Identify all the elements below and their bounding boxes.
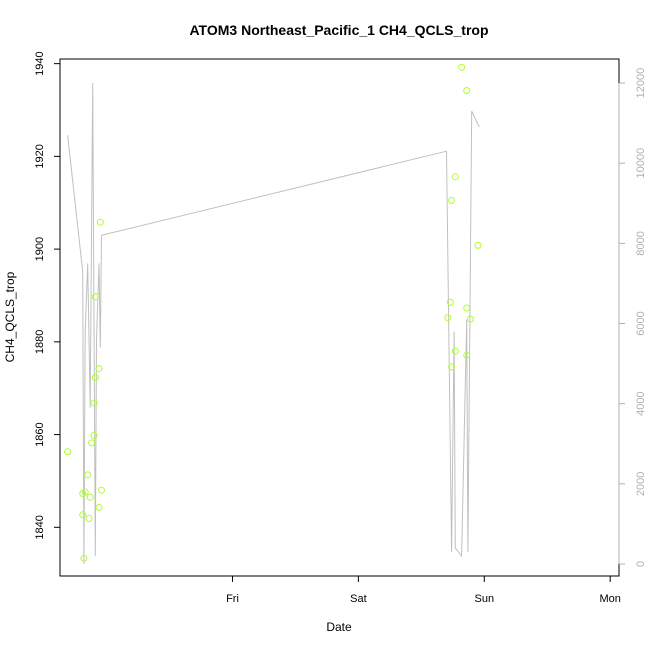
data-point-6 — [85, 515, 93, 522]
right-tick-label: 12000 — [635, 68, 647, 99]
data-point-5 — [84, 471, 92, 479]
right-tick-label: 2000 — [635, 472, 647, 496]
data-point-27 — [466, 315, 474, 323]
data-point-14 — [95, 503, 103, 511]
data-point-25 — [463, 304, 471, 312]
data-point-7 — [86, 493, 94, 501]
data-point-9 — [90, 432, 98, 439]
x-tick-label: Sat — [350, 593, 367, 605]
plot-frame — [59, 58, 620, 577]
left-tick-label: 1880 — [34, 330, 46, 354]
left-tick-label: 1860 — [34, 422, 46, 446]
chart-title: ATOM3 Northeast_Pacific_1 CH4_QCLS_trop — [189, 22, 488, 38]
left-tick-label: 1940 — [34, 51, 46, 75]
y-axis-label: CH4_QCLS_trop — [3, 271, 17, 362]
data-point-20 — [448, 196, 456, 204]
data-point-17 — [444, 314, 452, 322]
x-tick-label: Mon — [599, 593, 620, 605]
data-point-18 — [446, 298, 454, 306]
right-tick-label: 6000 — [635, 311, 647, 335]
point-series-layer — [64, 63, 482, 562]
x-axis-label: Date — [326, 620, 352, 634]
data-point-22 — [451, 347, 459, 355]
data-point-21 — [451, 173, 459, 181]
data-point-19 — [448, 363, 456, 371]
left-tick-label: 1920 — [34, 144, 46, 168]
data-point-12 — [91, 374, 99, 381]
data-point-24 — [463, 87, 471, 94]
right-tick-label: 4000 — [635, 391, 647, 415]
data-point-28 — [474, 241, 482, 249]
data-point-10 — [90, 399, 98, 407]
right-tick-label: 8000 — [635, 231, 647, 255]
data-point-2 — [79, 511, 87, 519]
data-point-3 — [80, 554, 88, 562]
data-point-13 — [95, 365, 103, 373]
right-y-axis: 0 2000 4000 6000 8000 10000 12000 — [618, 68, 647, 567]
data-point-16 — [98, 486, 105, 494]
left-tick-label: 1900 — [34, 237, 46, 261]
data-point-15 — [96, 218, 104, 226]
data-point-23 — [458, 63, 466, 71]
x-tick-label: Fri — [226, 593, 239, 605]
x-axis: Fri Sat Sun Mon — [226, 575, 621, 605]
x-tick-label: Sun — [474, 593, 494, 605]
right-tick-label: 10000 — [635, 148, 647, 179]
data-point-8 — [88, 439, 95, 447]
right-tick-label: 0 — [635, 561, 647, 567]
data-point-4 — [81, 488, 89, 496]
left-tick-label: 1840 — [34, 515, 46, 539]
left-y-axis: 1840 1860 1880 1900 1920 1940 — [34, 51, 61, 540]
data-point-11 — [91, 293, 99, 301]
data-point-0 — [64, 448, 72, 456]
data-point-26 — [463, 351, 471, 359]
series-line-1 — [67, 82, 480, 565]
line-series-layer — [67, 82, 480, 565]
